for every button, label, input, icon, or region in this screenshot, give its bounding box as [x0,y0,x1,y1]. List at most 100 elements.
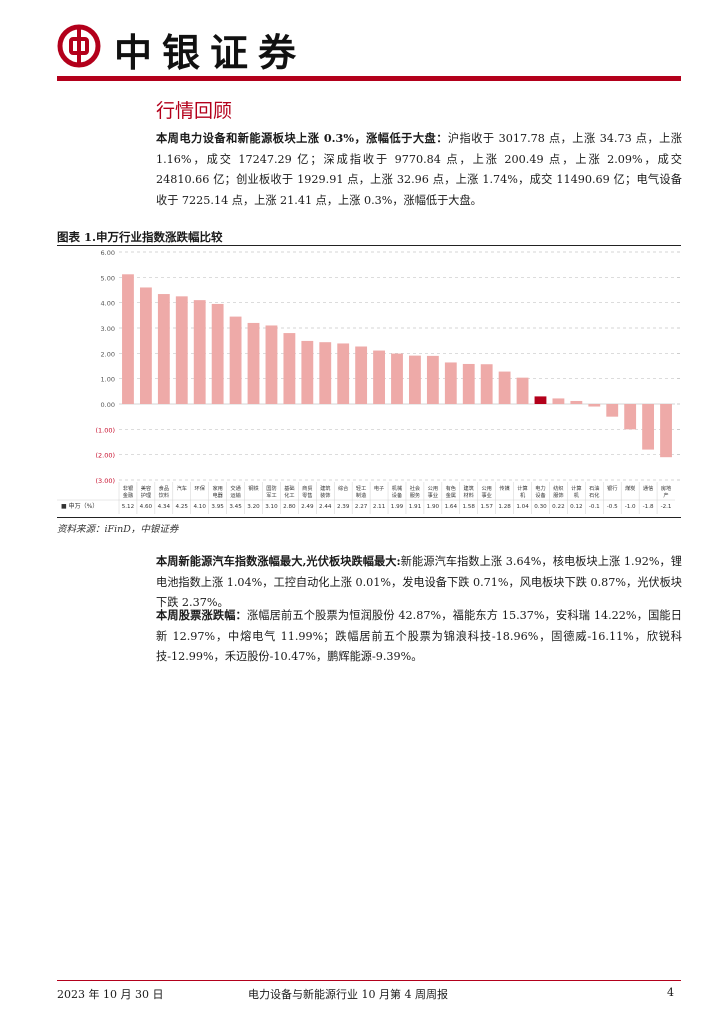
category-label: 家用电器 [212,484,223,499]
value-label: 2.44 [319,504,332,510]
category-label: 交通运输 [230,484,241,499]
value-label: 1.57 [480,504,493,510]
category-label: 煤炭 [625,484,635,492]
value-label: 0.22 [552,504,564,510]
figure-top-rule [57,245,681,246]
bar [265,325,278,404]
bar [642,404,655,450]
figure-source: 资料来源：iFinD，中银证券 [57,524,179,535]
category-label: 传媒 [499,484,510,492]
bar [175,296,188,404]
category-label: 综合 [338,484,349,492]
bar [122,274,134,404]
paragraph-text: 新能源汽车指数上涨 3.64%，核电板块上涨 1.92%，锂电池指数上涨 1.0… [156,555,682,609]
footer-title: 电力设备与新能源行业 10 月第 4 周周报 [248,988,448,1001]
value-label: -1.0 [625,504,636,510]
paragraph-lead: 本周电力设备和新能源板块上涨 0.3%，涨幅低于大盘： [156,131,448,145]
bar [283,333,296,404]
category-label: 公用事业 [428,485,438,499]
bar [409,355,421,404]
category-label: 机械设备 [392,484,403,499]
bar [337,343,350,404]
paragraph-sector-moves: 本周新能源汽车指数涨幅最大,光伏板块跌幅最大:新能源汽车指数上涨 3.64%，核… [156,551,682,614]
category-label: 纺织服饰 [553,484,563,499]
bar [480,364,493,404]
bar [588,404,601,407]
value-label: 0.12 [570,504,582,510]
category-label: 基础化工 [284,484,294,499]
category-label: 公用事业 [481,485,491,499]
paragraph-market-overview: 本周电力设备和新能源板块上涨 0.3%，涨幅低于大盘：沪指收于 3017.78 … [156,128,682,211]
category-label: 钢铁 [248,484,258,492]
category-label: 环保 [195,484,206,492]
value-label: 2.80 [283,504,296,510]
paragraph-lead: 本周新能源汽车指数涨幅最大,光伏板块跌幅最大: [156,554,401,568]
bar [301,340,314,404]
category-label: 电力设备 [535,484,546,499]
value-label: 4.34 [158,504,171,510]
value-label: 1.90 [427,504,440,510]
paragraph-lead: 本周股票涨跌幅： [156,608,247,622]
value-label: 3.45 [229,504,242,510]
y-tick-label: 6.00 [101,249,115,257]
y-tick-label: 3.00 [101,325,115,333]
bar [516,377,529,404]
category-label: 美容护理 [141,484,152,499]
paragraph-text: 涨幅居前五个股票为恒润股份 42.87%，福能东方 15.37%，安科瑞 14.… [156,609,682,663]
value-label: 1.58 [463,504,476,510]
bar [247,322,260,404]
bar [660,404,672,458]
category-label: 石油石化 [589,484,599,499]
bar [139,287,152,404]
figure-bottom-rule [57,517,681,518]
bar [193,300,206,404]
figure-title: 图表 1.申万行业指数涨跌幅比较 [57,230,223,244]
category-label: 汽车 [177,484,187,492]
bar [355,346,368,404]
category-label: 建筑材料 [464,484,475,499]
value-label: -1.8 [643,504,654,510]
value-label: 1.04 [516,504,529,510]
value-label: 5.12 [122,504,134,510]
footer-date: 2023 年 10 月 30 日 [57,988,164,1001]
value-label: 0.30 [534,504,547,510]
bar [211,303,224,404]
y-tick-label: 0.00 [101,401,115,409]
category-label: 有色金属 [446,484,456,499]
category-label: 建筑装饰 [320,484,331,499]
category-label: 食品饮料 [159,484,169,499]
y-tick-label: 2.00 [101,350,115,358]
value-label: 1.99 [391,504,404,510]
value-label: 3.95 [211,504,224,510]
bar [373,350,385,404]
value-label: -2.1 [661,504,672,510]
value-label: 2.27 [355,504,368,510]
category-label: 社会服务 [410,484,420,499]
value-label: 1.64 [445,504,458,510]
bar [534,396,547,404]
value-label: -0.5 [607,504,618,510]
bar [498,371,511,404]
category-label: 计算机 [571,484,581,499]
category-label: 银行 [607,484,617,492]
bar [319,342,332,404]
industry-change-chart: 6.00 5.00 4.00 3.00 2.00 1.00 0.00 (1.00) (2.00)… [57,249,680,514]
page-number: 4 [667,986,674,999]
value-label: 2.39 [337,504,350,510]
bar [570,400,583,404]
bar [391,353,403,404]
bar [624,404,637,430]
value-label: 3.20 [247,504,260,510]
y-tick-label: 1.00 [101,376,115,384]
y-tick-label: 4.00 [101,300,115,308]
category-label: 国防军工 [266,484,276,499]
value-label: 2.49 [301,504,314,510]
value-label: 4.60 [140,504,153,510]
value-label: 2.11 [373,504,386,510]
value-label: 4.10 [193,504,206,510]
brand-name: 中银证券 [114,30,307,75]
value-label: 1.91 [409,504,422,510]
value-label: 3.10 [265,504,278,510]
header-rule [57,76,681,81]
value-row-label: ■ 申万（%） [61,502,98,510]
